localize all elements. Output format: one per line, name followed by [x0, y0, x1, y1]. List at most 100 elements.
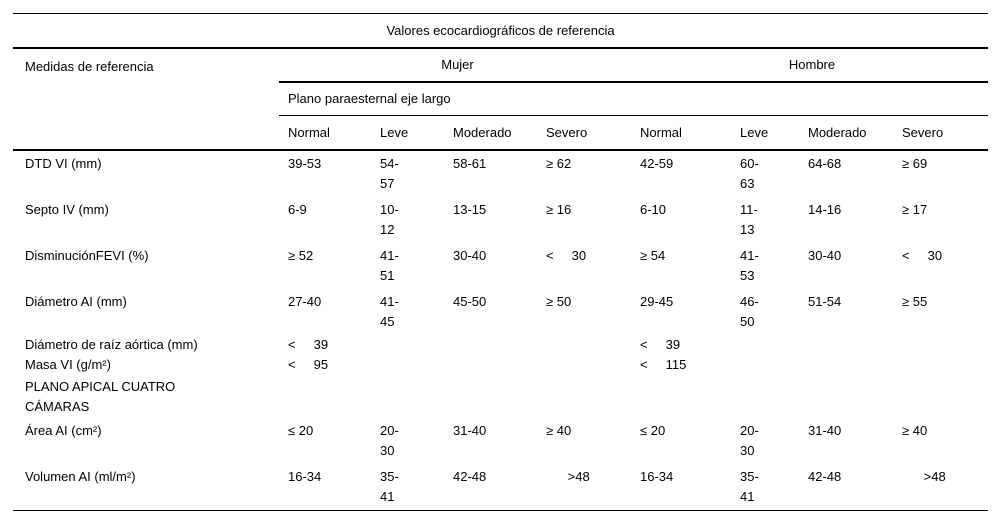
table-cell: 42-48 — [808, 469, 842, 484]
table-cell: 41- 45 — [380, 294, 399, 329]
table-cell: ≤ 20 — [288, 423, 314, 438]
table-cell: 10- 12 — [380, 202, 399, 237]
plane-header-row: Plano paraesternal eje largo — [13, 82, 989, 116]
table-row: Volumen AI (ml/m²) 16-34 35- 41 42-48 >4… — [13, 464, 988, 511]
row-label: DTD VI (mm) — [25, 156, 102, 171]
table-row: PLANO APICAL CUATRO CÁMARAS — [13, 375, 988, 418]
table-cell: 6-9 — [288, 202, 307, 217]
table-cell: ≤ 20 — [640, 423, 666, 438]
plane-header: Plano paraesternal eje largo — [279, 82, 989, 116]
table-cell — [731, 355, 799, 375]
table-cell: 13-15 — [453, 202, 487, 217]
table-cell: < 95 — [288, 357, 329, 372]
table-cell — [371, 375, 444, 418]
severity-header: Moderado — [444, 115, 537, 151]
table-cell — [444, 335, 537, 355]
table-cell: ≥ 17 — [902, 202, 928, 217]
table-cell: >48 — [902, 469, 946, 484]
severity-header: Moderado — [799, 115, 893, 151]
table-row: Diámetro AI (mm) 27-40 41- 45 45-50 ≥ 50… — [13, 289, 988, 335]
table-cell: 51-54 — [808, 294, 842, 309]
table-cell: ≥ 69 — [902, 156, 928, 171]
table-cell: 35- 41 — [740, 469, 759, 504]
table-cell: 42-59 — [640, 156, 674, 171]
table-cell: 27-40 — [288, 294, 322, 309]
table-cell — [537, 355, 631, 375]
table-cell — [731, 335, 799, 355]
table-cell: ≥ 40 — [902, 423, 928, 438]
table-title: Valores ecocardiográficos de referencia — [13, 13, 989, 49]
table-cell — [371, 355, 444, 375]
reference-values-table: Valores ecocardiográficos de referencia … — [13, 13, 989, 511]
row-label: Volumen AI (ml/m²) — [25, 469, 136, 484]
corner-label: Medidas de referencia — [13, 48, 279, 151]
table-cell — [893, 355, 988, 375]
table-cell — [444, 375, 537, 418]
table-cell: 30-40 — [453, 248, 487, 263]
severity-header: Severo — [893, 115, 989, 151]
table-cell — [731, 375, 799, 418]
table-row: Área AI (cm²) ≤ 20 20- 30 31-40 ≥ 40 ≤ 2… — [13, 418, 988, 464]
table-cell: 42-48 — [453, 469, 487, 484]
row-label: Septo IV (mm) — [25, 202, 109, 217]
table-cell: 20- 30 — [740, 423, 759, 458]
table-cell: 11- 13 — [740, 202, 758, 237]
table-cell: < 39 — [288, 337, 329, 352]
table-cell: 31-40 — [808, 423, 842, 438]
table-cell: 6-10 — [640, 202, 667, 217]
table-cell: 30-40 — [808, 248, 842, 263]
table-cell: ≥ 50 — [546, 294, 572, 309]
row-label: DisminuciónFEVI (%) — [25, 248, 149, 263]
table-cell: < 30 — [546, 248, 587, 263]
title-row: Valores ecocardiográficos de referencia — [13, 13, 989, 49]
table-cell — [537, 335, 631, 355]
table-cell: 64-68 — [808, 156, 842, 171]
severity-header: Normal — [631, 115, 731, 151]
table-cell: 35- 41 — [380, 469, 399, 504]
row-label: Diámetro AI (mm) — [25, 294, 127, 309]
table-cell: 39-53 — [288, 156, 322, 171]
severity-header: Leve — [731, 115, 799, 151]
table-cell — [279, 375, 371, 418]
table-cell — [444, 355, 537, 375]
group-header-row: Medidas de referencia Mujer Hombre — [13, 48, 989, 151]
severity-header: Leve — [371, 115, 444, 151]
table-cell: ≥ 54 — [640, 248, 666, 263]
table-cell: 31-40 — [453, 423, 487, 438]
table-cell: ≥ 55 — [902, 294, 928, 309]
table-cell: ≥ 52 — [288, 248, 314, 263]
table-cell: 58-61 — [453, 156, 487, 171]
table-cell: 20- 30 — [380, 423, 399, 458]
table-cell: 16-34 — [288, 469, 322, 484]
table-cell: 16-34 — [640, 469, 674, 484]
table-cell: 14-16 — [808, 202, 842, 217]
severity-header-row: Normal Leve Moderado Severo Normal Leve … — [13, 115, 989, 151]
table-cell: < 39 — [640, 337, 681, 352]
group-header-mujer: Mujer — [279, 48, 631, 83]
table-row: Diámetro de raíz aórtica (mm) < 39 < 39 — [13, 335, 988, 355]
row-label: Diámetro de raíz aórtica (mm) — [25, 337, 198, 352]
table-cell — [799, 355, 893, 375]
row-label: Masa VI (g/m²) — [25, 357, 111, 372]
table-cell — [799, 375, 893, 418]
table-cell: 41- 51 — [380, 248, 399, 283]
table-row: DisminuciónFEVI (%) ≥ 52 41- 51 30-40 < … — [13, 243, 988, 289]
severity-header: Severo — [537, 115, 631, 151]
table-cell — [371, 335, 444, 355]
table-cell: 54- 57 — [380, 156, 399, 191]
table-cell: < 30 — [902, 248, 943, 263]
table-cell: < 115 — [640, 357, 687, 372]
table-cell — [893, 335, 988, 355]
table-cell — [631, 375, 731, 418]
table-cell: ≥ 40 — [546, 423, 572, 438]
group-header-hombre: Hombre — [631, 48, 989, 83]
table-cell: >48 — [546, 469, 590, 484]
row-label: PLANO APICAL CUATRO CÁMARAS — [25, 379, 176, 414]
table-cell: 60- 63 — [740, 156, 759, 191]
row-label: Área AI (cm²) — [25, 423, 102, 438]
table-cell — [799, 335, 893, 355]
table-cell — [537, 375, 631, 418]
table-cell: 29-45 — [640, 294, 674, 309]
table-row: DTD VI (mm) 39-53 54- 57 58-61 ≥ 62 42-5… — [13, 150, 988, 197]
severity-header: Normal — [279, 115, 371, 151]
